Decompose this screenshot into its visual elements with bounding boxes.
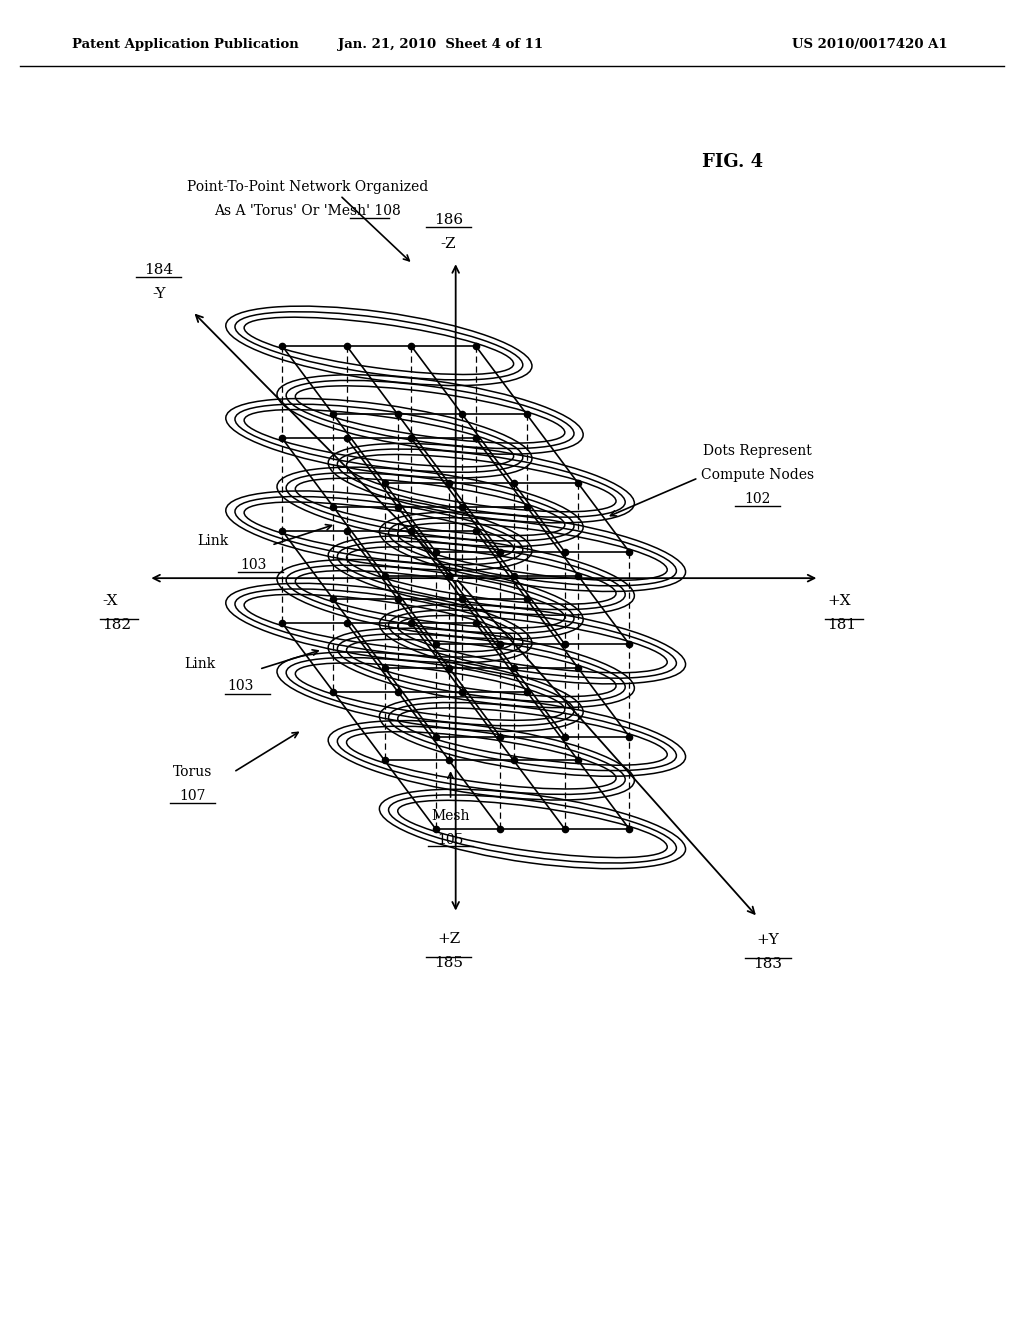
Text: 185: 185 bbox=[434, 956, 463, 970]
Text: 182: 182 bbox=[102, 618, 131, 632]
Text: As A 'Torus' Or 'Mesh' 108: As A 'Torus' Or 'Mesh' 108 bbox=[214, 205, 400, 218]
Text: 183: 183 bbox=[754, 957, 782, 972]
Text: 107: 107 bbox=[179, 789, 206, 803]
Text: -Z: -Z bbox=[440, 236, 457, 251]
Text: -X: -X bbox=[102, 594, 118, 609]
Text: Point-To-Point Network Organized: Point-To-Point Network Organized bbox=[186, 181, 428, 194]
Text: Compute Nodes: Compute Nodes bbox=[701, 469, 814, 482]
Text: 103: 103 bbox=[227, 680, 254, 693]
Text: 102: 102 bbox=[744, 492, 771, 506]
Text: 181: 181 bbox=[827, 618, 856, 632]
Text: 105: 105 bbox=[437, 833, 464, 846]
Text: Link: Link bbox=[197, 535, 228, 548]
Text: Patent Application Publication: Patent Application Publication bbox=[72, 38, 298, 51]
Text: FIG. 4: FIG. 4 bbox=[701, 153, 763, 172]
Text: Torus: Torus bbox=[173, 766, 212, 779]
Text: Dots Represent: Dots Represent bbox=[703, 445, 812, 458]
Text: Mesh: Mesh bbox=[431, 809, 470, 822]
Text: +Z: +Z bbox=[437, 932, 460, 946]
Text: -Y: -Y bbox=[152, 286, 166, 301]
Text: +Y: +Y bbox=[757, 933, 779, 948]
Text: US 2010/0017420 A1: US 2010/0017420 A1 bbox=[792, 38, 947, 51]
Text: Jan. 21, 2010  Sheet 4 of 11: Jan. 21, 2010 Sheet 4 of 11 bbox=[338, 38, 543, 51]
Text: 103: 103 bbox=[240, 558, 266, 572]
Text: 184: 184 bbox=[144, 263, 173, 277]
Text: Link: Link bbox=[183, 657, 215, 671]
Text: 186: 186 bbox=[434, 213, 463, 227]
Text: +X: +X bbox=[827, 594, 851, 609]
